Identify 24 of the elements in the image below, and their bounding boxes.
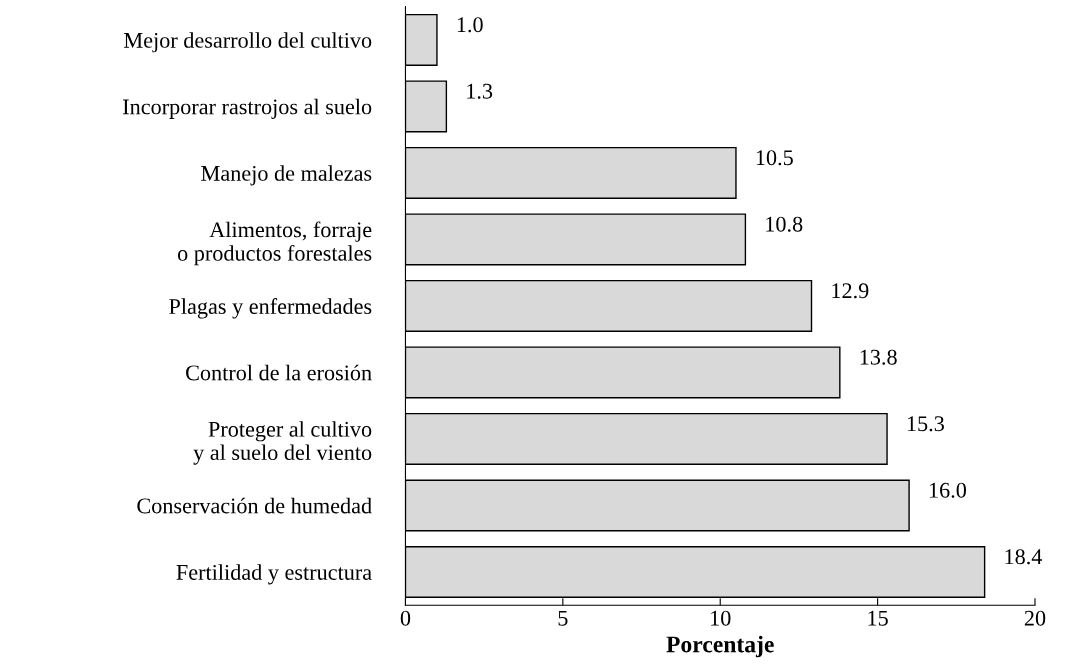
data-label: 10.5 bbox=[756, 150, 793, 166]
y-tick-label: Incorporar rastrojos al suelo bbox=[123, 98, 372, 119]
data-label: 16.0 bbox=[929, 482, 967, 498]
data-label: 10.8 bbox=[766, 216, 803, 232]
data-label: 1.0 bbox=[457, 17, 483, 33]
data-label: 12.9 bbox=[832, 283, 869, 299]
x-tick-label: 0 bbox=[400, 610, 411, 626]
x-tick-label: 20 bbox=[1024, 610, 1046, 626]
data-label: 15.3 bbox=[907, 416, 944, 432]
y-tick-label: Fertilidad y estructura bbox=[176, 564, 372, 585]
data-label: 1.3 bbox=[467, 83, 493, 99]
y-tick-label: Mejor desarrollo del cultivo bbox=[124, 32, 372, 53]
x-axis-title: Porcentaje bbox=[666, 635, 774, 658]
y-tick-label: Alimentos, forraje o productos forestales bbox=[177, 221, 372, 266]
y-tick-label: Proteger al cultivo y al suelo del viento bbox=[193, 421, 372, 465]
data-label: 13.8 bbox=[860, 349, 897, 365]
y-tick-label: Conservación de humedad bbox=[137, 497, 372, 514]
y-tick-label: Control de la erosión bbox=[186, 364, 372, 381]
y-tick-label: Manejo de malezas bbox=[201, 165, 372, 186]
data-label: 18.4 bbox=[1005, 549, 1043, 565]
y-tick-label: Plagas y enfermedades bbox=[169, 298, 372, 319]
x-tick-label: 10 bbox=[711, 610, 731, 626]
x-tick-label: 15 bbox=[868, 610, 888, 626]
x-tick-label: 5 bbox=[558, 610, 568, 626]
